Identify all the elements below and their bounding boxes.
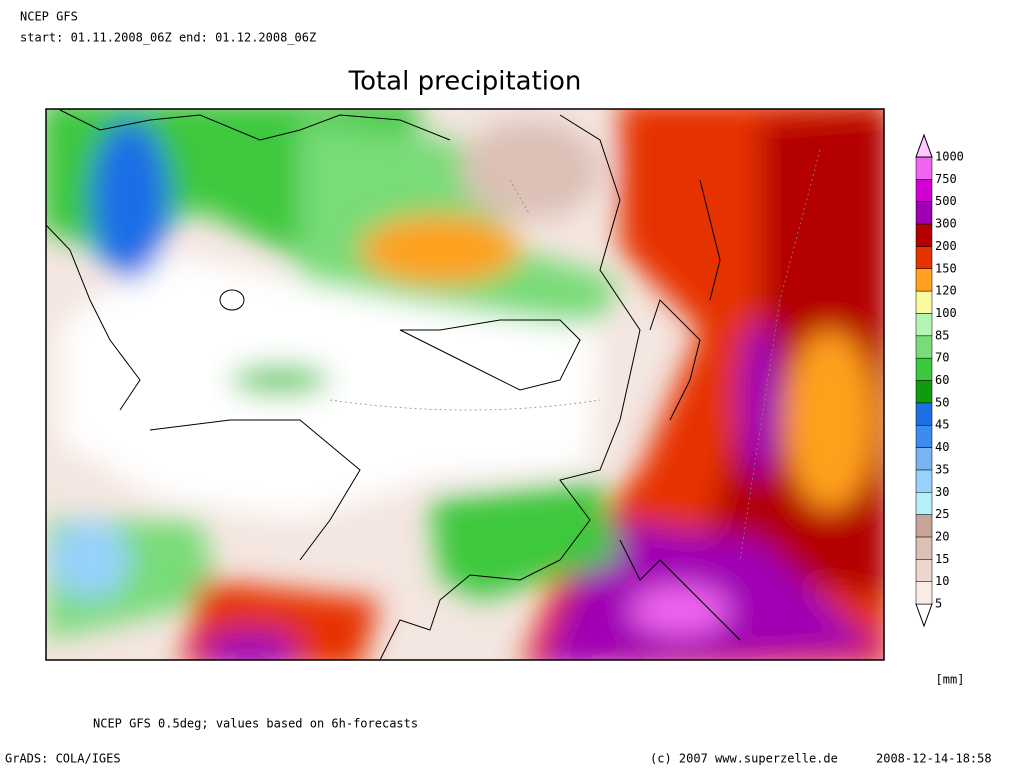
- precipitation-map: [46, 109, 884, 660]
- legend-box: [915, 179, 933, 202]
- legend-box: [915, 424, 933, 448]
- legend-low-triangle: [915, 603, 933, 628]
- legend-level-label: 500: [935, 194, 957, 208]
- legend-box: [915, 357, 933, 381]
- legend-box: [915, 223, 933, 247]
- legend-level-label: 750: [935, 172, 957, 186]
- legend-high-triangle: [915, 133, 933, 158]
- legend-level-label: 5: [935, 597, 942, 611]
- legend-box: [915, 313, 933, 337]
- legend-box: [915, 335, 933, 359]
- model-label: NCEP GFS: [20, 10, 78, 24]
- legend-level-label: 70: [935, 351, 949, 365]
- legend-box: [915, 201, 933, 225]
- legend-box: [915, 469, 933, 493]
- legend-level-label: 60: [935, 373, 949, 387]
- legend-level-label: 150: [935, 261, 957, 275]
- legend-level-label: 1000: [935, 150, 964, 164]
- site-credit: (c) 2007 www.superzelle.de: [650, 752, 838, 766]
- legend-level-label: 25: [935, 507, 949, 521]
- legend-level-label: 30: [935, 485, 949, 499]
- legend-level-label: 10: [935, 574, 949, 588]
- legend-level-label: 50: [935, 395, 949, 409]
- period-label: start: 01.11.2008_06Z end: 01.12.2008_06…: [20, 31, 316, 45]
- legend-level-label: 85: [935, 328, 949, 342]
- legend-level-label: 35: [935, 462, 949, 476]
- legend-box: [915, 581, 933, 605]
- map-frame: [45, 108, 885, 661]
- map-title: Total precipitation: [348, 67, 582, 97]
- legend-box: [915, 268, 933, 292]
- legend-box: [915, 402, 933, 426]
- legend-level-label: 200: [935, 239, 957, 253]
- legend-box: [915, 514, 933, 538]
- legend-box: [915, 246, 933, 269]
- legend-level-label: 20: [935, 529, 949, 543]
- data-note: NCEP GFS 0.5deg; values based on 6h-fore…: [93, 717, 418, 731]
- legend-level-label: 120: [935, 284, 957, 298]
- legend-box: [915, 492, 933, 515]
- legend-box: [915, 536, 933, 560]
- software-credit: GrADS: COLA/IGES: [5, 752, 121, 766]
- legend-box: [915, 290, 933, 314]
- color-legend: 5 10 15 20 25 30 35 40 45 50 60 70 85 100 120 150 200 300…: [915, 133, 964, 628]
- legend-box: [915, 156, 933, 180]
- timestamp: 2008-12-14-18:58: [876, 752, 992, 766]
- legend-box: [915, 447, 933, 471]
- legend-level-label: 15: [935, 552, 949, 566]
- legend-level-label: 100: [935, 306, 957, 320]
- legend-level-label: 40: [935, 440, 949, 454]
- legend-box: [915, 559, 933, 582]
- legend-box: [915, 380, 933, 404]
- legend-level-label: 45: [935, 418, 949, 432]
- legend-level-label: 300: [935, 217, 957, 231]
- unit-label: [mm]: [936, 673, 965, 687]
